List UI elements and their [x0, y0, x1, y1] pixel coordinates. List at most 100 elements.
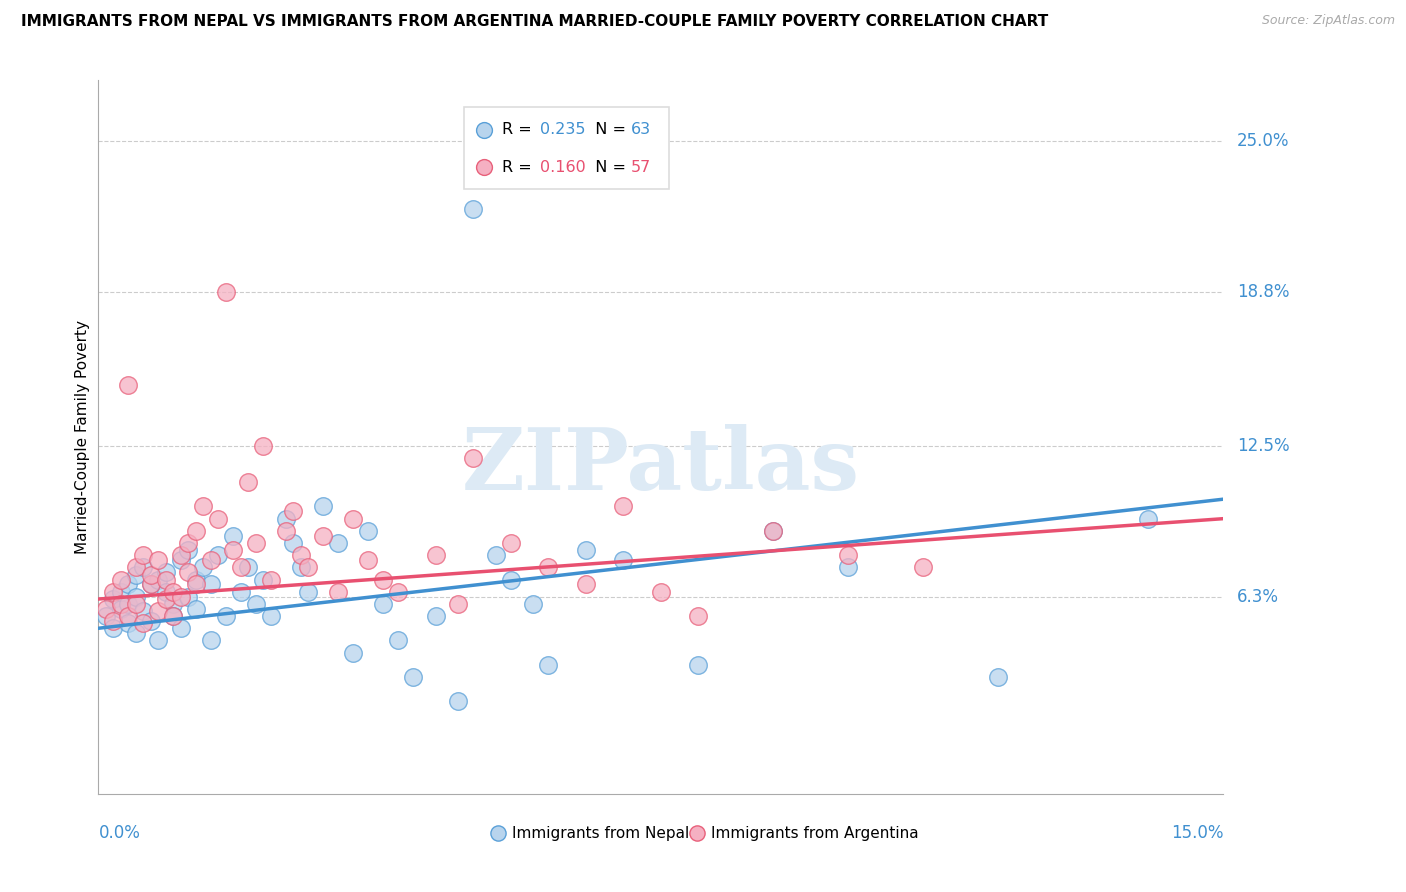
- Point: [155, 573, 177, 587]
- Point: [94, 609, 117, 624]
- Point: [132, 616, 155, 631]
- Point: [148, 604, 170, 618]
- Point: [575, 577, 598, 591]
- Point: [252, 573, 274, 587]
- Point: [200, 553, 222, 567]
- Point: [425, 609, 447, 624]
- Text: Immigrants from Nepal: Immigrants from Nepal: [512, 826, 689, 840]
- Point: [373, 597, 395, 611]
- Point: [447, 694, 470, 708]
- Point: [762, 524, 785, 538]
- Point: [274, 524, 297, 538]
- Point: [245, 536, 267, 550]
- Point: [612, 500, 634, 514]
- Point: [650, 584, 672, 599]
- Point: [312, 529, 335, 543]
- Text: Source: ZipAtlas.com: Source: ZipAtlas.com: [1261, 14, 1395, 28]
- Point: [260, 609, 283, 624]
- Point: [485, 548, 508, 562]
- Text: N =: N =: [585, 160, 631, 175]
- Text: 63: 63: [630, 122, 651, 137]
- Point: [229, 584, 252, 599]
- Point: [688, 657, 710, 672]
- Point: [177, 590, 200, 604]
- Point: [222, 543, 245, 558]
- Point: [132, 604, 155, 618]
- Point: [125, 560, 148, 574]
- Point: [837, 548, 859, 562]
- Point: [912, 560, 935, 574]
- Point: [139, 614, 162, 628]
- Point: [117, 377, 139, 392]
- Point: [688, 609, 710, 624]
- Point: [402, 670, 425, 684]
- Text: R =: R =: [502, 122, 537, 137]
- Point: [297, 584, 319, 599]
- Point: [387, 584, 409, 599]
- Point: [342, 646, 364, 660]
- Point: [103, 614, 125, 628]
- Text: 15.0%: 15.0%: [1171, 824, 1223, 842]
- Point: [170, 553, 193, 567]
- Point: [274, 511, 297, 525]
- Text: Immigrants from Argentina: Immigrants from Argentina: [711, 826, 920, 840]
- Point: [193, 560, 215, 574]
- Point: [170, 590, 193, 604]
- Point: [252, 439, 274, 453]
- Point: [245, 597, 267, 611]
- Point: [184, 601, 207, 615]
- Point: [499, 536, 522, 550]
- Point: [260, 573, 283, 587]
- Text: 57: 57: [630, 160, 651, 175]
- Point: [387, 633, 409, 648]
- Point: [162, 609, 184, 624]
- Point: [222, 529, 245, 543]
- Point: [117, 609, 139, 624]
- Point: [162, 597, 184, 611]
- Point: [215, 609, 238, 624]
- Text: IMMIGRANTS FROM NEPAL VS IMMIGRANTS FROM ARGENTINA MARRIED-COUPLE FAMILY POVERTY: IMMIGRANTS FROM NEPAL VS IMMIGRANTS FROM…: [21, 14, 1049, 29]
- Point: [170, 548, 193, 562]
- Text: N =: N =: [585, 122, 631, 137]
- Text: 0.235: 0.235: [540, 122, 586, 137]
- Point: [103, 592, 125, 607]
- Point: [125, 626, 148, 640]
- Point: [155, 584, 177, 599]
- Text: R =: R =: [502, 160, 537, 175]
- Point: [132, 560, 155, 574]
- Point: [373, 573, 395, 587]
- Point: [537, 657, 560, 672]
- Point: [522, 597, 544, 611]
- Point: [342, 511, 364, 525]
- Point: [238, 560, 260, 574]
- Point: [148, 553, 170, 567]
- Point: [110, 573, 132, 587]
- Point: [837, 560, 859, 574]
- Text: 18.8%: 18.8%: [1237, 283, 1289, 301]
- Point: [170, 621, 193, 635]
- Point: [328, 584, 350, 599]
- Point: [762, 524, 785, 538]
- Point: [499, 573, 522, 587]
- Text: 25.0%: 25.0%: [1237, 132, 1289, 150]
- Point: [207, 511, 229, 525]
- Point: [200, 577, 222, 591]
- Point: [612, 553, 634, 567]
- Point: [283, 536, 305, 550]
- Point: [110, 597, 132, 611]
- Point: [139, 577, 162, 591]
- Point: [139, 567, 162, 582]
- Point: [207, 548, 229, 562]
- Point: [463, 450, 485, 465]
- Text: 0.0%: 0.0%: [98, 824, 141, 842]
- Text: 6.3%: 6.3%: [1237, 588, 1279, 606]
- Point: [425, 548, 447, 562]
- Point: [184, 524, 207, 538]
- Point: [290, 560, 312, 574]
- Point: [125, 567, 148, 582]
- Point: [110, 601, 132, 615]
- Point: [155, 566, 177, 580]
- Point: [155, 592, 177, 607]
- Point: [148, 633, 170, 648]
- Point: [177, 543, 200, 558]
